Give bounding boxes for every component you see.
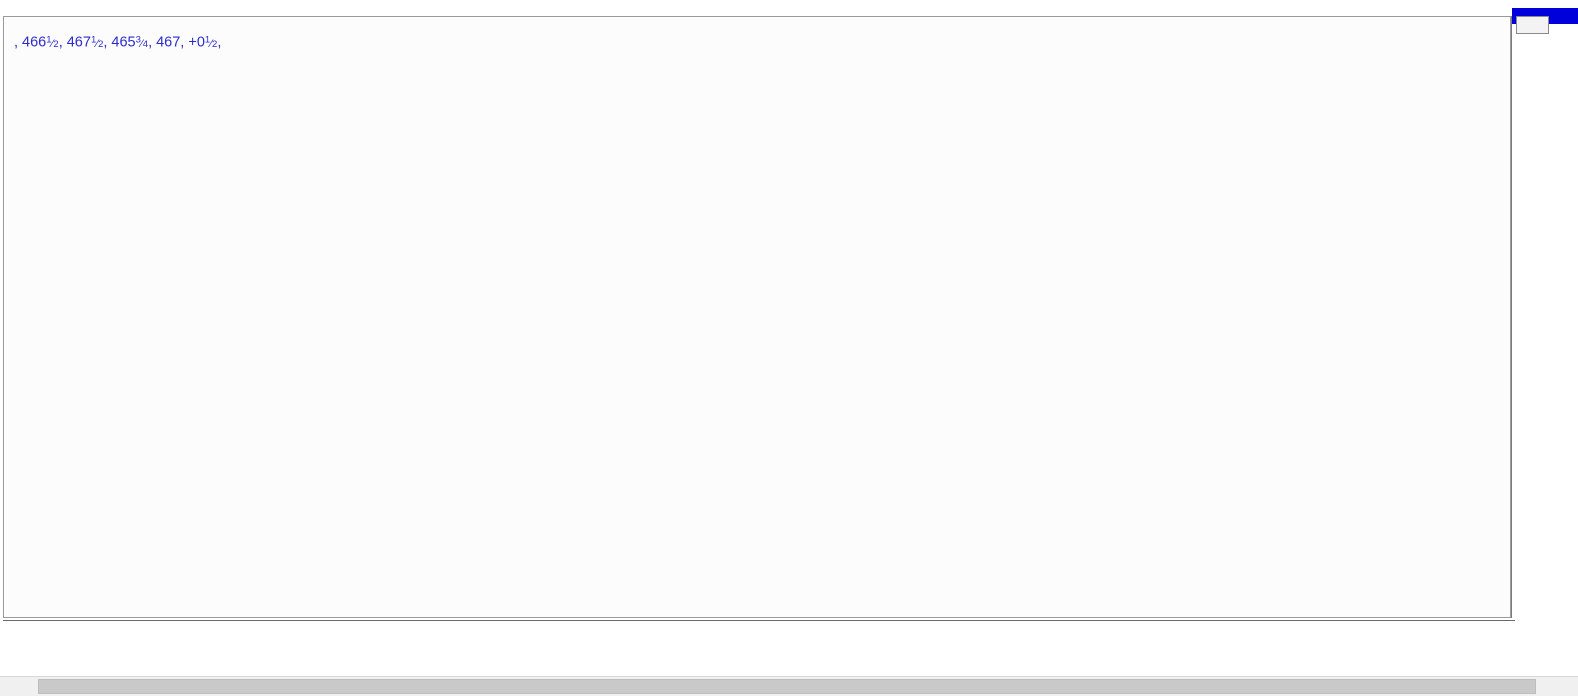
scroll-last-button[interactable] (1555, 677, 1574, 696)
scroll-next-button[interactable] (1538, 677, 1555, 696)
price-axis[interactable] (1511, 8, 1578, 618)
candlestick-canvas (4, 17, 1510, 617)
scroll-prev-button[interactable] (19, 677, 36, 696)
chart-plot-area[interactable] (3, 16, 1511, 618)
scroll-first-button[interactable] (2, 677, 19, 696)
date-axis[interactable] (3, 620, 1578, 672)
price-axis-line (1511, 16, 1512, 618)
horizontal-scrollbar[interactable] (0, 676, 1578, 696)
scroll-track[interactable] (38, 679, 1536, 694)
tick-size-box[interactable] (1516, 16, 1549, 34)
date-axis-line (3, 620, 1515, 621)
legend-ohlc-line: , 4661⁄2, 4671⁄2, 4653⁄4, 467, +01⁄2, (14, 34, 222, 51)
chart-legend: , 4661⁄2, 4671⁄2, 4653⁄4, 467, +01⁄2, (14, 30, 221, 55)
